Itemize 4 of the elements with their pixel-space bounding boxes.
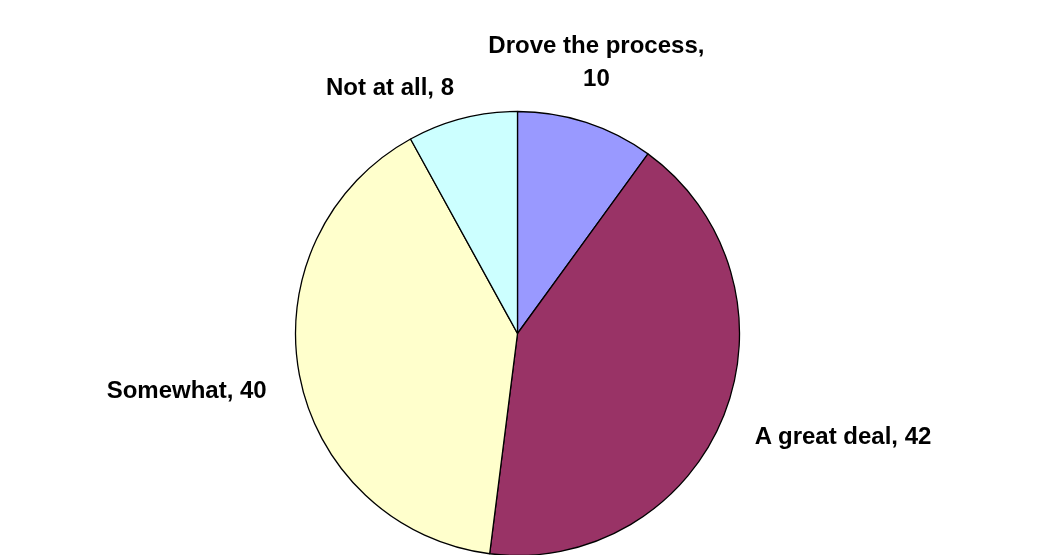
slice-label: Somewhat, 40 xyxy=(106,375,267,403)
slice-label: Not at all, 8 xyxy=(325,72,455,100)
slice-label: A great deal, 42 xyxy=(754,421,932,449)
slice-label: Drove the process, 10 xyxy=(488,31,705,91)
